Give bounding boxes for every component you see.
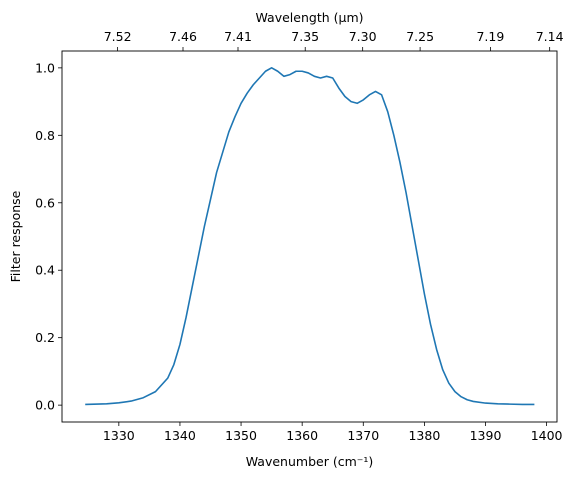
top-tick-label-7: 7.14 <box>536 29 564 44</box>
x-tick-label-1340: 1340 <box>164 428 196 443</box>
series-line-0 <box>85 67 535 406</box>
y-tick-label-1: 0.2 <box>35 330 55 345</box>
y-tick-label-5: 1.0 <box>35 60 55 75</box>
plot-frame <box>61 50 558 423</box>
plot-area: 1330 1340 1350 1360 1370 1380 1390 1400 0.0 0.2 0.… <box>35 29 564 443</box>
top-tick-label-4: 7.30 <box>349 29 377 44</box>
x-tick-label-1330: 1330 <box>103 428 135 443</box>
x-tick-label-1350: 1350 <box>225 428 257 443</box>
top-tick-label-1: 7.46 <box>169 29 197 44</box>
top-tick-label-6: 7.19 <box>476 29 504 44</box>
top-tick-label-3: 7.35 <box>291 29 319 44</box>
top-tick-label-0: 7.52 <box>104 29 132 44</box>
y-tick-label-3: 0.6 <box>35 195 55 210</box>
y-axis-label: Filter response <box>8 190 23 282</box>
x-axis-label: Wavenumber (cm⁻¹) <box>246 454 373 469</box>
x-tick-label-1370: 1370 <box>347 428 379 443</box>
y-tick-label-2: 0.4 <box>35 263 55 278</box>
x-tick-label-1360: 1360 <box>286 428 318 443</box>
top-tick-label-5: 7.25 <box>406 29 434 44</box>
y-tick-label-0: 0.0 <box>35 398 55 413</box>
x-tick-label-1380: 1380 <box>408 428 440 443</box>
top-x-axis-label: Wavelength (μm) <box>255 10 363 25</box>
x-tick-label-1400: 1400 <box>531 428 563 443</box>
x-tick-label-1390: 1390 <box>470 428 502 443</box>
y-tick-label-4: 0.8 <box>35 128 55 143</box>
top-tick-label-2: 7.41 <box>224 29 252 44</box>
